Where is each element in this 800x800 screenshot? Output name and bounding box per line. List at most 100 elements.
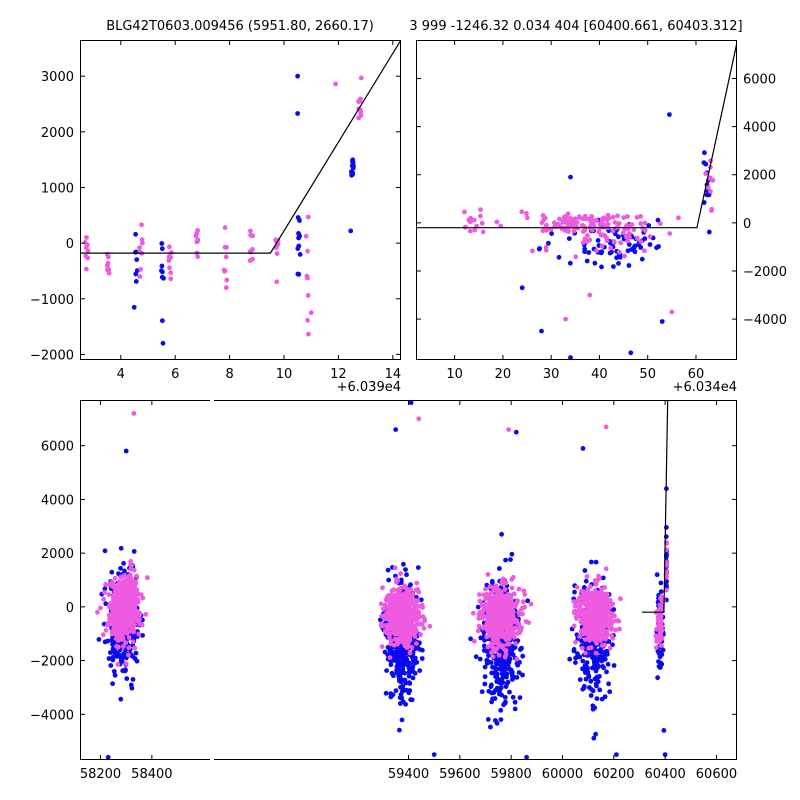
data-point bbox=[103, 601, 109, 607]
data-point bbox=[388, 641, 394, 647]
data-point bbox=[509, 551, 515, 557]
data-point bbox=[105, 754, 111, 760]
data-point bbox=[604, 217, 609, 223]
data-point bbox=[588, 678, 594, 684]
data-point bbox=[499, 598, 505, 604]
data-point bbox=[667, 112, 672, 117]
data-point bbox=[358, 75, 364, 81]
data-point bbox=[468, 636, 473, 642]
data-point bbox=[599, 243, 605, 249]
data-point bbox=[657, 631, 663, 637]
data-point bbox=[572, 222, 578, 228]
data-point bbox=[661, 728, 667, 733]
data-point bbox=[615, 213, 620, 219]
data-point bbox=[502, 654, 508, 660]
data-point bbox=[386, 577, 392, 583]
data-point bbox=[123, 640, 129, 646]
data-point bbox=[485, 572, 491, 577]
data-point bbox=[702, 150, 707, 156]
y-tick-label: 2000 bbox=[41, 126, 74, 141]
data-point bbox=[492, 588, 498, 593]
data-point bbox=[383, 604, 388, 610]
data-point bbox=[393, 637, 399, 642]
data-point bbox=[599, 586, 605, 592]
data-point bbox=[473, 654, 479, 660]
data-point bbox=[413, 629, 419, 635]
data-point bbox=[488, 724, 493, 730]
data-point bbox=[467, 219, 473, 225]
data-point bbox=[546, 240, 551, 246]
data-point bbox=[495, 639, 501, 645]
data-point bbox=[121, 630, 127, 635]
data-point bbox=[580, 607, 586, 613]
data-point bbox=[658, 221, 663, 227]
data-point bbox=[384, 630, 390, 636]
data-point bbox=[400, 689, 405, 694]
data-point bbox=[408, 400, 414, 406]
data-point bbox=[571, 228, 577, 234]
data-point bbox=[503, 647, 509, 653]
data-point bbox=[139, 222, 144, 228]
data-point bbox=[295, 215, 301, 220]
data-point bbox=[123, 448, 129, 454]
data-point bbox=[478, 635, 484, 641]
data-point bbox=[501, 671, 506, 677]
data-point bbox=[415, 565, 421, 570]
data-point bbox=[593, 581, 599, 587]
data-point bbox=[404, 572, 409, 578]
data-point bbox=[131, 549, 137, 554]
data-point bbox=[406, 620, 412, 626]
data-point bbox=[305, 248, 310, 254]
x-tick-label: 60400 bbox=[644, 767, 685, 782]
data-point bbox=[517, 611, 522, 617]
x-tick-label: 50 bbox=[639, 367, 656, 382]
data-point bbox=[585, 669, 591, 675]
data-point bbox=[657, 635, 663, 640]
data-point bbox=[114, 611, 120, 616]
data-point bbox=[479, 689, 485, 695]
data-point bbox=[126, 624, 132, 629]
data-point bbox=[583, 597, 589, 603]
data-point bbox=[385, 567, 391, 573]
data-point bbox=[159, 246, 165, 252]
data-point bbox=[493, 666, 498, 671]
data-point bbox=[143, 612, 149, 617]
zoom-left-fit-line bbox=[80, 40, 401, 254]
data-point bbox=[516, 586, 522, 592]
data-point bbox=[393, 688, 399, 694]
data-point bbox=[397, 677, 402, 682]
data-point bbox=[121, 644, 126, 649]
data-point bbox=[160, 269, 165, 275]
zoom-left-pink-series bbox=[82, 75, 364, 337]
data-point bbox=[195, 254, 201, 260]
data-point bbox=[506, 592, 512, 598]
data-point bbox=[607, 645, 613, 651]
data-point bbox=[593, 612, 599, 617]
data-point bbox=[511, 601, 517, 607]
data-point bbox=[485, 628, 491, 634]
data-point bbox=[511, 591, 517, 597]
data-point bbox=[606, 681, 611, 687]
data-point bbox=[519, 285, 525, 291]
data-point bbox=[493, 583, 499, 589]
data-point bbox=[117, 586, 122, 592]
x-tick-label: 59800 bbox=[490, 767, 531, 782]
full-lightcurve-data bbox=[95, 400, 670, 760]
data-point bbox=[573, 639, 578, 645]
data-point bbox=[396, 628, 401, 634]
x-tick-label: 12 bbox=[330, 367, 347, 382]
data-point bbox=[418, 597, 424, 603]
data-point bbox=[505, 613, 511, 619]
data-point bbox=[486, 653, 491, 659]
data-point bbox=[658, 580, 664, 586]
data-point bbox=[137, 249, 143, 255]
data-point bbox=[494, 685, 500, 691]
x-tick-label: 58400 bbox=[131, 767, 172, 782]
data-point bbox=[612, 220, 618, 225]
data-point bbox=[222, 268, 228, 274]
data-point bbox=[399, 717, 405, 723]
data-point bbox=[106, 268, 112, 273]
zoom-right-panel: 10 20 30 40 50 60 −4000 −2000 0 2000 4000 6000 +6.03… bbox=[416, 40, 787, 395]
data-point bbox=[502, 587, 508, 592]
data-point bbox=[398, 571, 403, 576]
